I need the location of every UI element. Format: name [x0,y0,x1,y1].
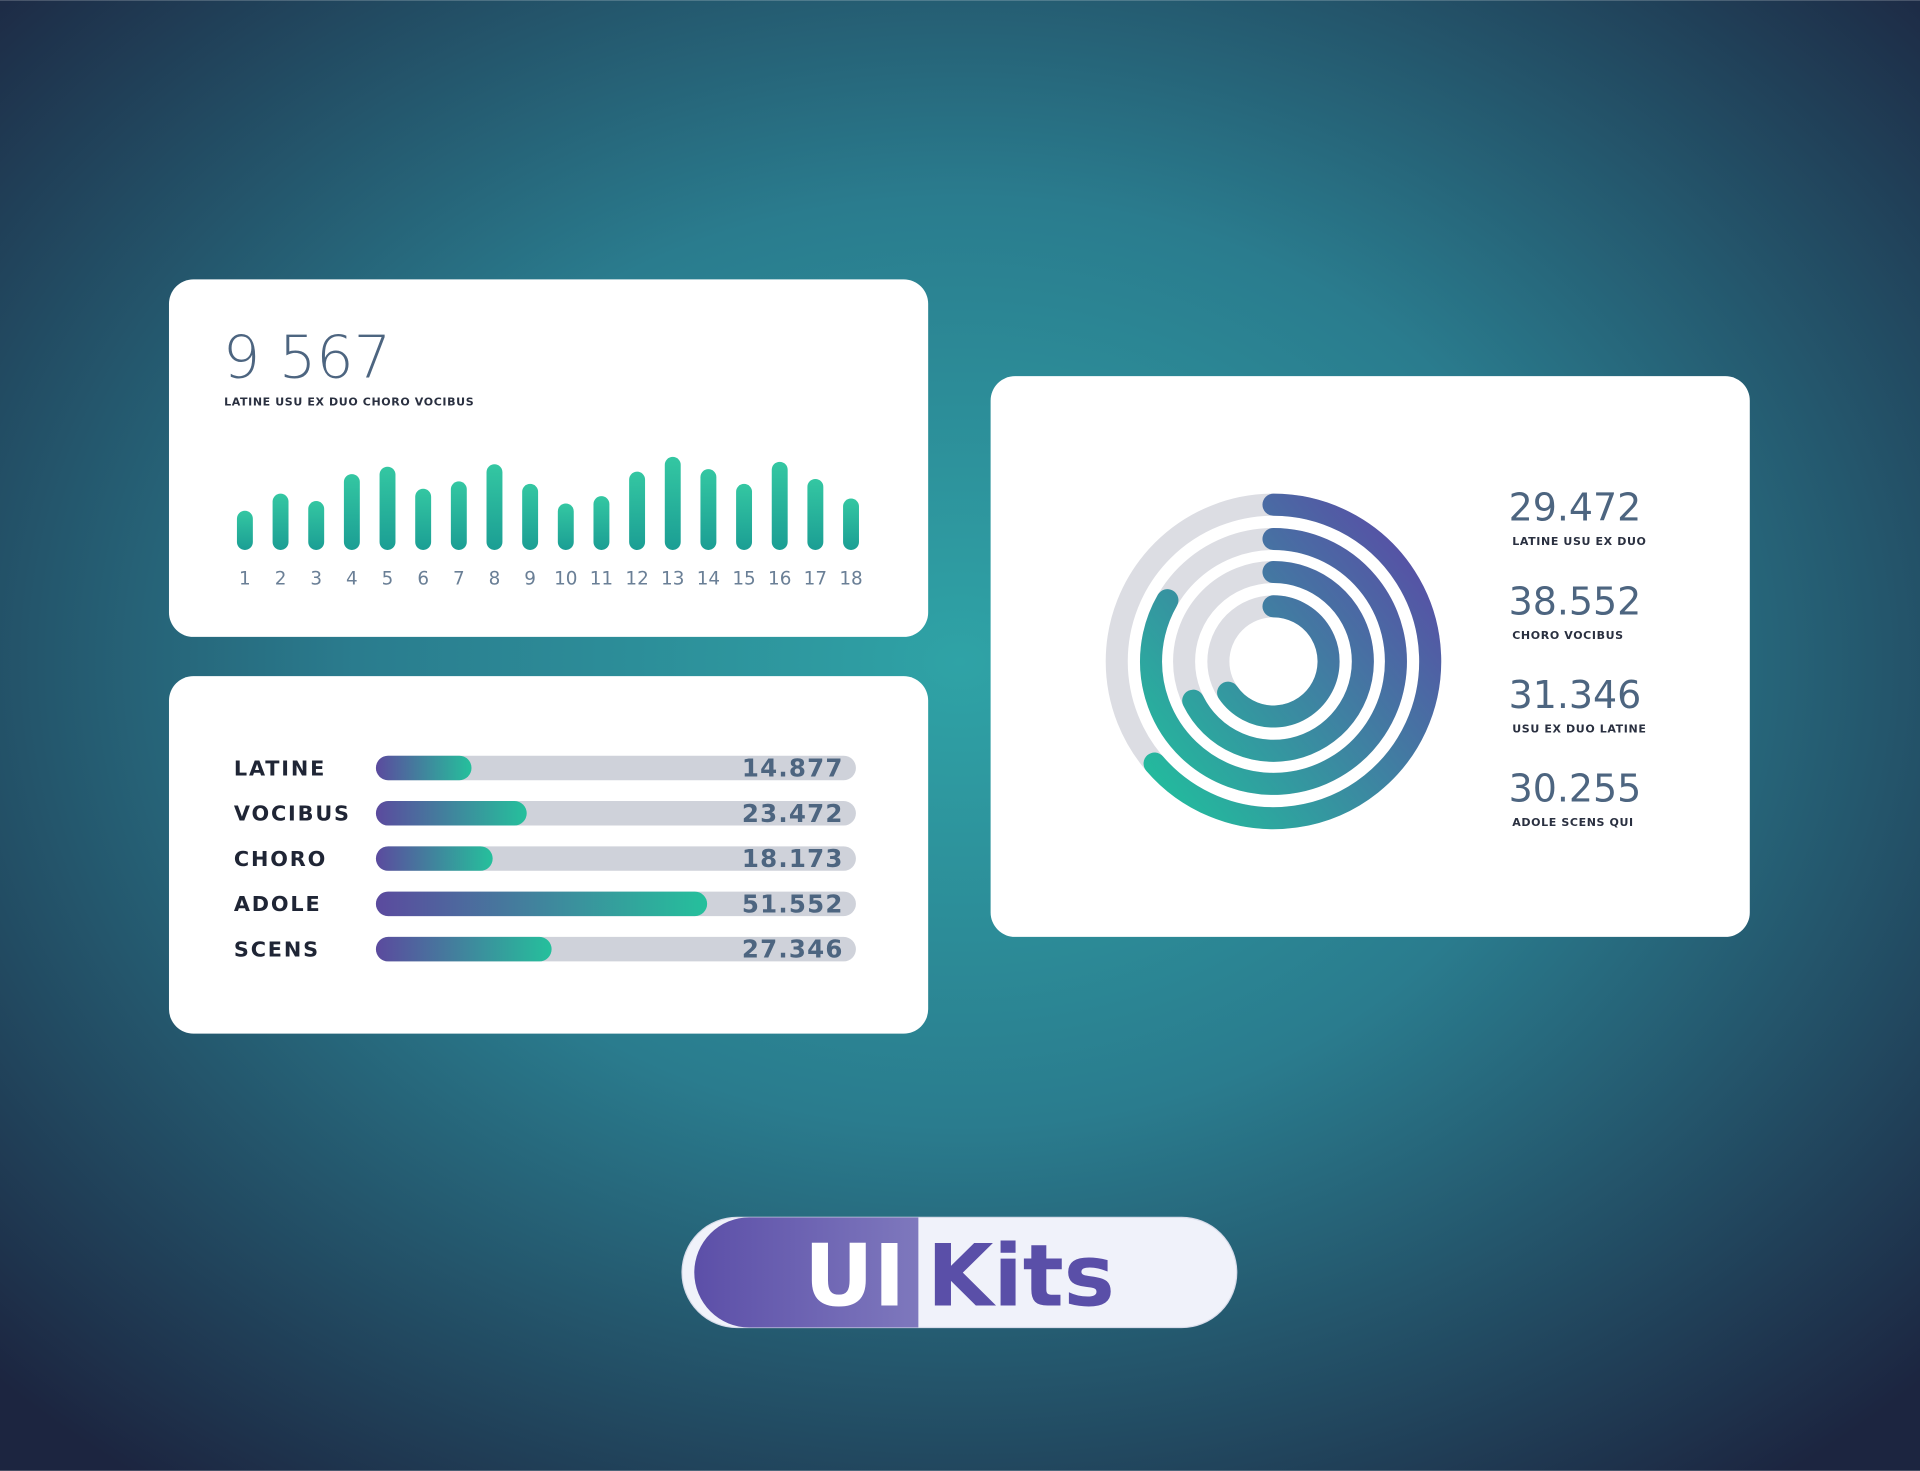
bar [375,801,527,826]
bar [272,493,289,550]
bar [629,471,646,550]
bar [375,891,708,917]
x-tick-label: 16 [768,568,791,589]
bar [379,466,396,550]
value-label: 30.255 [1509,767,1642,811]
badge-left: UI [804,1227,905,1327]
bar [700,469,717,550]
category-label: ADOLE SCENS QUI [1512,816,1634,829]
x-tick-label: 1 [239,568,251,589]
bar [236,510,253,550]
ring-arc [1140,527,1407,795]
x-tick-label: 7 [453,568,465,589]
ring-arc [1143,493,1442,830]
bar [843,498,859,550]
x-tick-label: 17 [804,568,827,589]
bar [375,936,552,962]
track [375,846,856,871]
subtitle: LATINE USU EX DUO CHORO VOCIBUS [224,396,474,409]
x-tick-label: 8 [489,568,501,589]
category-label: CHORO [234,847,327,871]
bar [375,755,472,781]
x-tick-label: 10 [554,568,577,589]
bar [415,488,432,550]
bar [375,846,493,871]
x-tick-label: 3 [310,568,322,589]
bar [450,481,467,550]
value-label: 51.552 [742,889,844,918]
x-tick-label: 6 [417,568,429,589]
bar [486,464,503,550]
bar [557,503,574,550]
x-tick-label: 14 [697,568,720,589]
category-label: CHORO VOCIBUS [1512,629,1623,642]
headline: 9 567 [223,322,391,391]
bar [807,478,824,550]
value-label: 29.472 [1509,486,1642,530]
value-label: 18.173 [742,844,844,873]
x-tick-label: 15 [732,568,755,589]
category-label: ADOLE [234,892,322,916]
x-tick-label: 4 [346,568,358,589]
category-label: VOCIBUS [234,802,351,826]
value-label: 14.877 [742,754,844,783]
track [375,755,856,781]
x-tick-label: 18 [839,568,862,589]
bar [664,456,681,550]
x-tick-label: 9 [524,568,536,589]
bar [736,483,753,550]
category-label: LATINE USU EX DUO [1512,535,1646,548]
value-label: 27.346 [742,935,844,964]
x-tick-label: 12 [625,568,648,589]
value-label: 31.346 [1509,673,1642,717]
bar [771,461,788,550]
bar [593,496,610,550]
ring-arc [1182,561,1374,762]
badge-fill [694,1217,919,1328]
value-label: 38.552 [1509,579,1642,623]
value-label: 23.472 [742,799,844,828]
x-tick-label: 2 [275,568,287,589]
bar [308,501,325,550]
category-label: LATINE [234,756,326,780]
bar [343,474,360,550]
x-tick-label: 5 [382,568,394,589]
x-tick-label: 13 [661,568,684,589]
bar [522,483,539,550]
category-label: SCENS [234,938,320,962]
x-tick-label: 11 [590,568,613,589]
ring-arc [1217,595,1340,728]
category-label: USU EX DUO LATINE [1512,722,1646,735]
badge-right: Kits [927,1227,1115,1327]
